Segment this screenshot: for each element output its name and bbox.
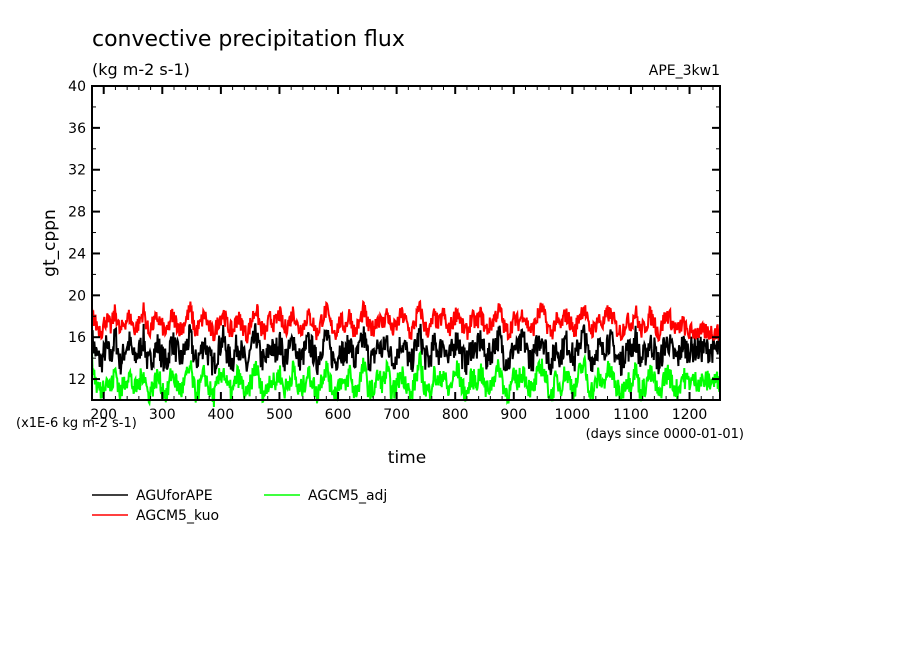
x-tick-label: 300: [149, 407, 176, 423]
x-tick-label: 700: [383, 407, 410, 423]
x-tick-label: 200: [90, 407, 117, 423]
chart-title: convective precipitation flux: [92, 27, 405, 52]
x-tick-label: 1100: [613, 407, 649, 423]
legend: AGUforAPE AGCM5_kuo AGCM5_adj: [92, 488, 387, 524]
series-line-aguforape: [91, 323, 721, 377]
x-tick-label: 1200: [672, 407, 708, 423]
y-tick-label: 12: [68, 372, 86, 388]
legend-label-agcm5-kuo: AGCM5_kuo: [136, 508, 219, 524]
y-tick-label: 16: [68, 330, 86, 346]
y-tick-label: 28: [68, 205, 86, 221]
y-tick-label: 20: [68, 288, 86, 304]
x-tick-label: 400: [208, 407, 235, 423]
legend-label-aguforape: AGUforAPE: [136, 488, 213, 504]
y-tick-label: 36: [68, 121, 86, 137]
y-tick-label: 32: [68, 163, 86, 179]
experiment-label: APE_3kw1: [649, 63, 720, 79]
x-tick-label: 800: [442, 407, 469, 423]
y-tick-label: 40: [68, 79, 86, 95]
x-tick-label: 900: [500, 407, 527, 423]
x-axis-units: (days since 0000-01-01): [586, 427, 744, 442]
chart-subtitle: (kg m-2 s-1): [92, 60, 190, 79]
series-line-agcm5-kuo: [91, 299, 721, 344]
y-tick-label: 24: [68, 246, 86, 262]
y-axis-label: gt_cppn: [40, 209, 60, 277]
x-axis-label: time: [388, 448, 426, 468]
x-tick-label: 600: [325, 407, 352, 423]
x-tick-label: 1000: [555, 407, 591, 423]
axis-ticks: 200 300 400 500 600 700 800 900 1000 1100 1200 12 16…: [68, 79, 720, 423]
legend-label-agcm5-adj: AGCM5_adj: [308, 488, 387, 504]
x-tick-label: 500: [266, 407, 293, 423]
series-layer: [91, 299, 721, 408]
y-axis-units: (x1E-6 kg m-2 s-1): [16, 416, 137, 431]
series-line-agcm5-adj: [91, 350, 721, 408]
plot-frame: [91, 85, 721, 401]
